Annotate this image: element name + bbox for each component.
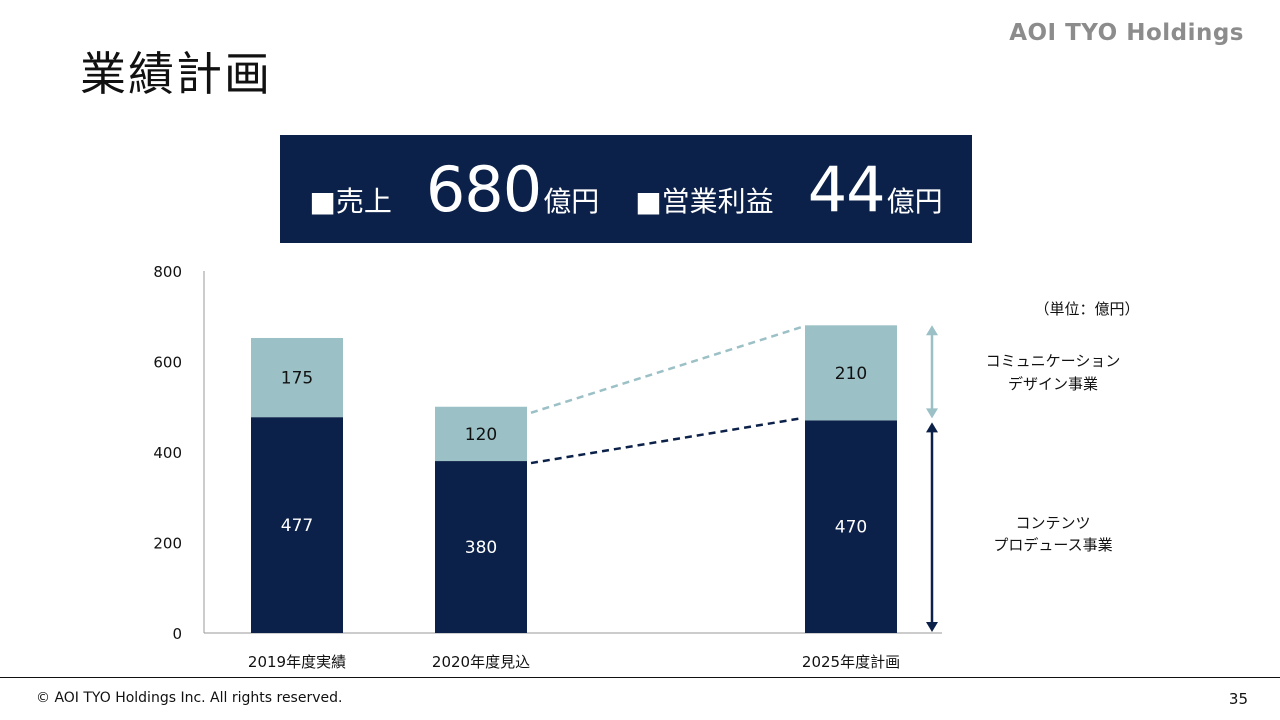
bar-segment-communication-design [251,337,343,418]
page-number: 35 [1228,690,1248,708]
y-tick-label: 200 [153,535,182,553]
data-label: 210 [835,364,867,384]
footer-divider [0,677,1280,678]
x-tick-label: 2020年度見込 [432,653,530,671]
y-tick-label: 0 [172,625,182,643]
bar-segment-communication-design [805,325,897,421]
bar-segment-content-production [805,420,897,633]
bar-segment-content-production [435,461,527,633]
y-tick-label: 600 [153,354,182,372]
segment-label-content-production: プロデュース事業 [993,536,1112,554]
profit-label: ■営業利益 [635,184,774,218]
sales-label: ■売上 [309,184,392,218]
data-label: 380 [465,538,497,558]
data-label: 120 [465,425,497,445]
brand-logo-text: AOI TYO Holdings [1009,20,1244,46]
unit-note: （単位：億円） [1034,300,1139,318]
range-arrow-content-production-head-top [926,422,938,433]
data-label: 175 [281,369,313,389]
sales-unit: 億円 [543,184,600,218]
data-label: 477 [281,516,313,536]
x-tick-label: 2019年度実績 [248,653,346,671]
summary-banner: ■売上 680 億円 ■営業利益 44 億円 [280,135,972,243]
range-arrow-content-production-head-bottom [926,622,938,632]
profit-summary: ■営業利益 44 億円 [635,153,942,226]
profit-unit: 億円 [886,184,943,218]
segment-label-communication-design: デザイン事業 [1008,375,1098,393]
slide-title: 業績計画 [80,47,272,101]
data-label: 470 [835,518,867,538]
range-arrow-communication-design-head-top [926,325,938,336]
segment-label-content-production: コンテンツ [1015,514,1090,532]
x-tick-label: 2025年度計画 [802,653,900,671]
bar-segment-content-production [251,417,343,633]
y-tick-label: 400 [153,444,182,462]
trend-line-content-production [530,417,802,465]
sales-value: 680 [425,152,542,226]
trend-line-communication-design [530,326,802,414]
bar-segment-communication-design [435,406,527,462]
profit-value: 44 [807,152,886,226]
y-tick-label: 800 [153,263,182,281]
sales-summary: ■売上 680 億円 [309,153,599,226]
segment-label-communication-design: コミュニケーション [986,352,1121,370]
range-arrow-communication-design-head-bottom [926,408,938,419]
copyright-text: © AOI TYO Holdings Inc. All rights reser… [36,690,343,706]
